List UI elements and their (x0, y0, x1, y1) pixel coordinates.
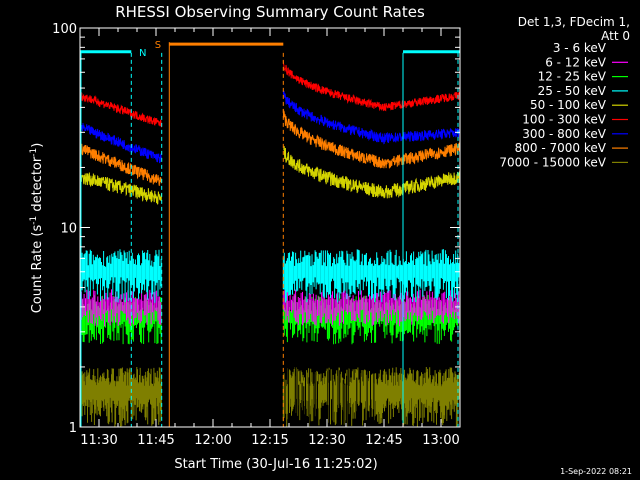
legend-entry-label: 7000 - 15000 keV (499, 155, 606, 169)
y-axis-label-tail: detector (30, 156, 45, 216)
flag-s-label: S (155, 40, 161, 51)
series-segment (283, 146, 461, 199)
x-tick-label: 11:45 (137, 433, 174, 448)
series-100-300-kev (79, 60, 461, 128)
x-tick-label: 12:15 (251, 433, 288, 448)
series-segment (282, 109, 461, 169)
legend-entry-label: 800 - 7000 keV (515, 141, 607, 155)
timestamp: 1-Sep-2022 08:21 (560, 467, 632, 476)
legend-entry-label: 50 - 100 keV (530, 98, 607, 112)
legend-entry-label: 25 - 50 keV (538, 84, 607, 98)
legend-entry-label: 3 - 6 keV (553, 41, 607, 55)
legend-entry-label: 100 - 300 keV (522, 113, 606, 127)
y-axis-label-sup2: -1 (29, 148, 39, 157)
y-tick-label: 1 (69, 421, 77, 436)
legend-entry-label: 6 - 12 keV (545, 55, 607, 69)
chart-title: RHESSI Observing Summary Count Rates (115, 3, 425, 21)
x-tick-label: 11:30 (80, 433, 117, 448)
x-axis-label: Start Time (30-Jul-16 11:25:02) (174, 457, 377, 472)
series-segment (79, 367, 162, 427)
segment-boundaries (80, 42, 459, 427)
series-segment (79, 172, 162, 205)
series-segment (79, 91, 162, 128)
series-segment (284, 358, 375, 427)
series-300-800-kev (79, 90, 461, 164)
axis-ticks: 11:30 11:45 12:00 12:15 12:30 12:45 13:00 1 10 10… (52, 22, 461, 448)
series-segment (282, 367, 461, 427)
plot-area: NS (79, 40, 461, 427)
x-tick-label: 12:00 (194, 433, 231, 448)
legend-entry-label: 12 - 25 keV (538, 70, 607, 84)
x-tick-label: 13:00 (422, 433, 459, 448)
legend-header-1: Det 1,3, FDecim 1, (518, 15, 630, 29)
series-800-7000-kev (79, 109, 461, 186)
x-tick-label: 12:45 (365, 433, 402, 448)
x-tick-label: 12:30 (308, 433, 345, 448)
legend-entry-label: 300 - 800 keV (522, 127, 606, 141)
series-segment (282, 60, 461, 112)
series-segment (79, 143, 162, 186)
series-6-12-kev (79, 289, 461, 327)
y-axis-label-main: Count Rate (s (30, 225, 45, 314)
series-segment (282, 90, 461, 145)
y-axis-label-sup: -1 (29, 216, 39, 225)
y-tick-label: 100 (52, 22, 77, 37)
series-segment (79, 122, 162, 164)
flag-n-label: N (139, 48, 146, 59)
y-axis-label: Count Rate (s-1 detector-1) (29, 143, 45, 314)
flag-bars: NS (80, 40, 460, 59)
series-50-100-kev (79, 146, 461, 205)
y-axis-label-close: ) (30, 143, 45, 148)
y-tick-label: 10 (60, 222, 77, 237)
series-3-6-kev (284, 358, 375, 427)
legend-header-2: Att 0 (601, 29, 630, 43)
